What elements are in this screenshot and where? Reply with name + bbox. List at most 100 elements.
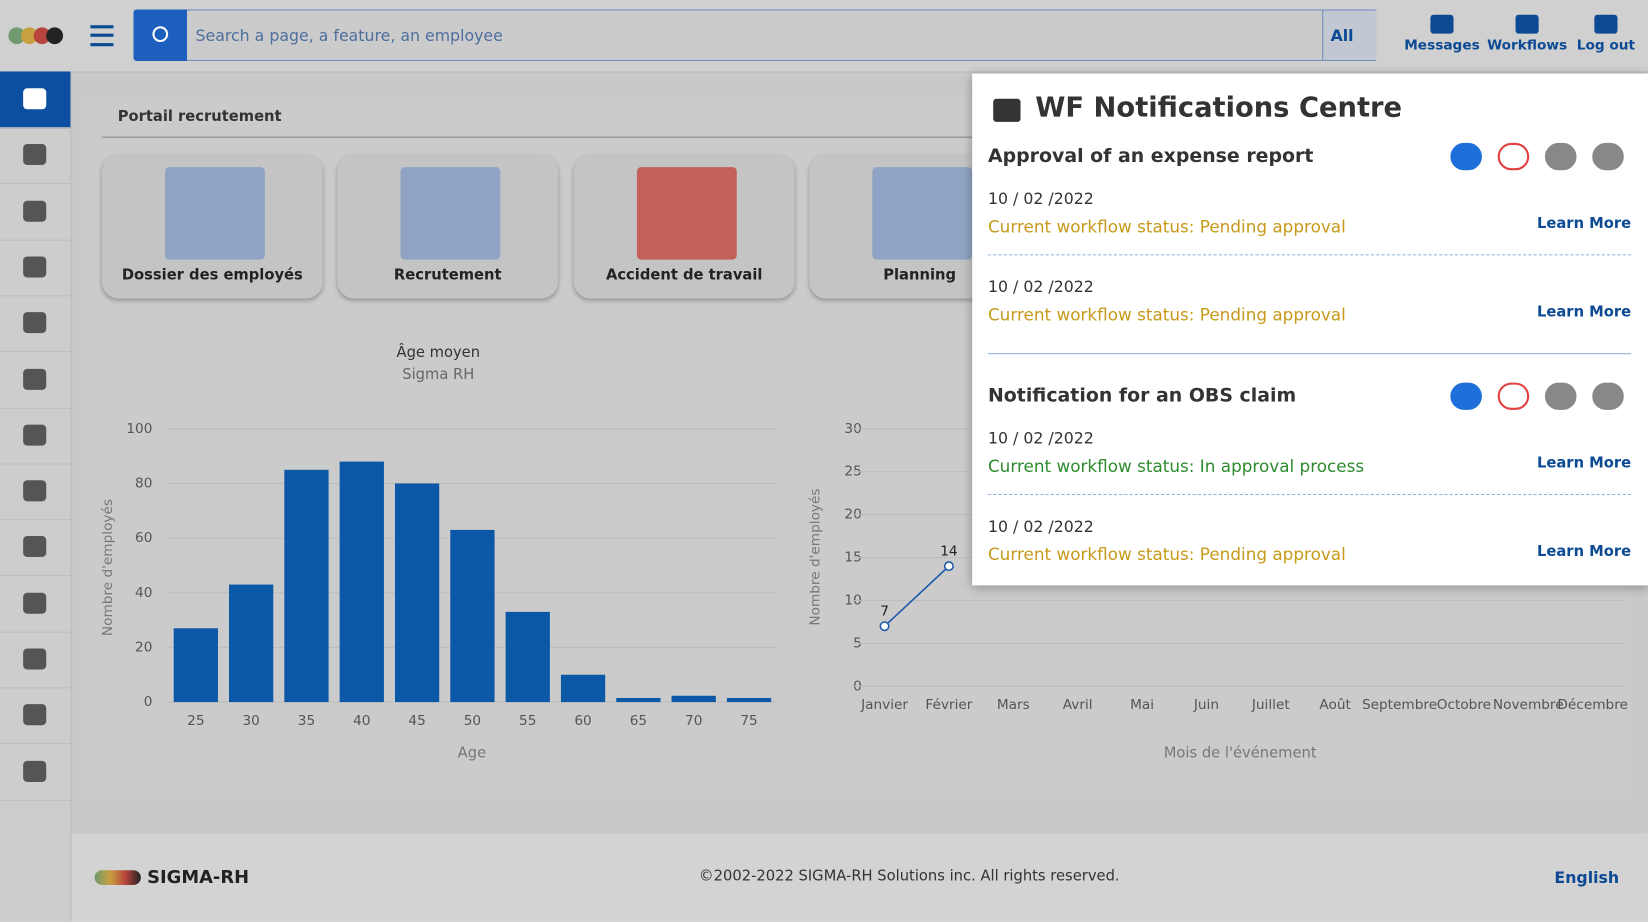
sidebar-item[interactable] [0, 296, 71, 353]
tile-label: Recrutement [393, 266, 502, 284]
search-placeholder: Search a page, a feature, an employee [195, 26, 503, 46]
learn-more-link[interactable]: Learn More [1537, 543, 1632, 561]
sidebar-item[interactable] [0, 127, 71, 185]
x-axis-label: Age [458, 745, 486, 762]
learn-more-link[interactable]: Learn More [1537, 215, 1632, 233]
bar [671, 695, 716, 703]
x-tick-label: 60 [574, 713, 591, 729]
chart-title: Âge moyen [397, 343, 481, 361]
item-status: Current workflow status: Pending approva… [987, 544, 1346, 565]
icon [23, 704, 47, 726]
sidebar-item[interactable] [0, 183, 71, 241]
icon [23, 424, 47, 446]
icon [23, 144, 47, 166]
nav-logout[interactable]: Log out [1564, 14, 1648, 54]
nav-label: Workflows [1487, 37, 1568, 54]
learn-more-link[interactable]: Learn More [1537, 303, 1632, 321]
item-status: Current workflow status: Pending approva… [987, 216, 1346, 237]
language-select[interactable]: English [1554, 868, 1620, 888]
action-button[interactable] [1544, 382, 1577, 410]
bar [229, 584, 274, 703]
sidebar-item[interactable] [0, 632, 71, 689]
y-tick-label: 0 [144, 694, 153, 710]
icon [23, 312, 47, 334]
sidebar-modules[interactable] [0, 71, 71, 129]
bar [560, 674, 606, 703]
group-title: Notification for an OBS claim [987, 384, 1297, 407]
learn-more-link[interactable]: Learn More [1537, 455, 1632, 472]
sidebar-item[interactable] [0, 240, 71, 297]
x-tick-label: Février [925, 697, 972, 713]
x-tick-label: 65 [630, 713, 647, 729]
nav-workflows[interactable]: Workflows [1485, 14, 1569, 54]
sidebar-item[interactable] [0, 520, 71, 577]
search-input[interactable]: Search a page, a feature, an employee [187, 9, 1376, 61]
x-tick-label: Septembre [1362, 697, 1437, 713]
x-tick-label: Juillet [1251, 697, 1290, 713]
sidebar-item[interactable] [0, 408, 71, 465]
action-button[interactable] [1544, 142, 1577, 171]
bar [450, 529, 495, 703]
icon [23, 200, 47, 222]
x-tick-label: Juin [1193, 697, 1219, 713]
sidebar-item[interactable] [0, 464, 71, 521]
bar [339, 461, 384, 703]
item-date: 10 / 02 /2022 [987, 189, 1094, 209]
data-label: 7 [880, 604, 889, 620]
x-tick-label: 45 [408, 713, 425, 729]
item-date: 10 / 02 /2022 [987, 277, 1094, 297]
bar [726, 697, 772, 703]
nav-messages[interactable]: Messages [1400, 14, 1484, 54]
x-tick-label: 70 [685, 713, 702, 729]
y-tick-label: 40 [135, 585, 152, 601]
x-tick-label: Novembre [1493, 697, 1564, 713]
y-tick-label: 60 [135, 530, 152, 546]
x-tick-label: 50 [464, 713, 481, 729]
tile[interactable]: Recrutement [337, 154, 559, 299]
bar [394, 483, 440, 703]
y-tick-label: 20 [135, 639, 152, 655]
icon [23, 592, 47, 614]
sidebar-item[interactable] [0, 352, 71, 409]
x-axis-label: Mois de l'événement [1164, 745, 1317, 762]
item-date: 10 / 02 /2022 [987, 517, 1094, 537]
y-axis-label: Nombre d'employés [808, 488, 824, 625]
tile[interactable]: Dossier des employés [101, 154, 323, 299]
action-button[interactable] [1450, 142, 1482, 171]
icon [23, 368, 47, 390]
x-tick-label: 30 [242, 713, 259, 729]
sidebar-item[interactable] [0, 688, 71, 745]
x-tick-label: Août [1319, 697, 1351, 713]
icon [23, 648, 47, 670]
nav-label: Messages [1404, 37, 1480, 54]
y-axis-label: Nombre d'employés [100, 499, 116, 636]
header: Search a page, a feature, an employee Al… [0, 0, 1648, 73]
action-button[interactable] [1592, 382, 1624, 410]
icon [23, 536, 47, 558]
x-tick-label: 35 [298, 713, 315, 729]
footer-brand: SIGMA-RH [147, 867, 250, 889]
action-button[interactable] [1497, 382, 1530, 410]
sidebar-item[interactable] [0, 576, 71, 633]
action-button[interactable] [1592, 142, 1624, 171]
menu-button[interactable] [90, 25, 114, 47]
action-button[interactable] [1497, 142, 1530, 171]
x-tick-label: Janvier [860, 697, 908, 713]
x-tick-label: Avril [1063, 697, 1093, 713]
sidebar-item[interactable] [0, 744, 71, 801]
x-tick-label: 25 [187, 713, 204, 729]
item-divider [987, 493, 1632, 496]
icon [23, 760, 47, 782]
tile[interactable]: Accident de travail [573, 154, 795, 299]
action-button[interactable] [1450, 382, 1482, 410]
point [943, 561, 954, 572]
footer: SIGMA-RH ©2002-2022 SIGMA-RH Solutions i… [71, 833, 1648, 922]
search-button[interactable] [133, 9, 188, 61]
divider [101, 136, 1626, 138]
scope-select[interactable]: All [1322, 10, 1377, 60]
portal-title: Portail recrutement [117, 108, 282, 126]
chart-subtitle: Sigma RH [402, 366, 474, 383]
